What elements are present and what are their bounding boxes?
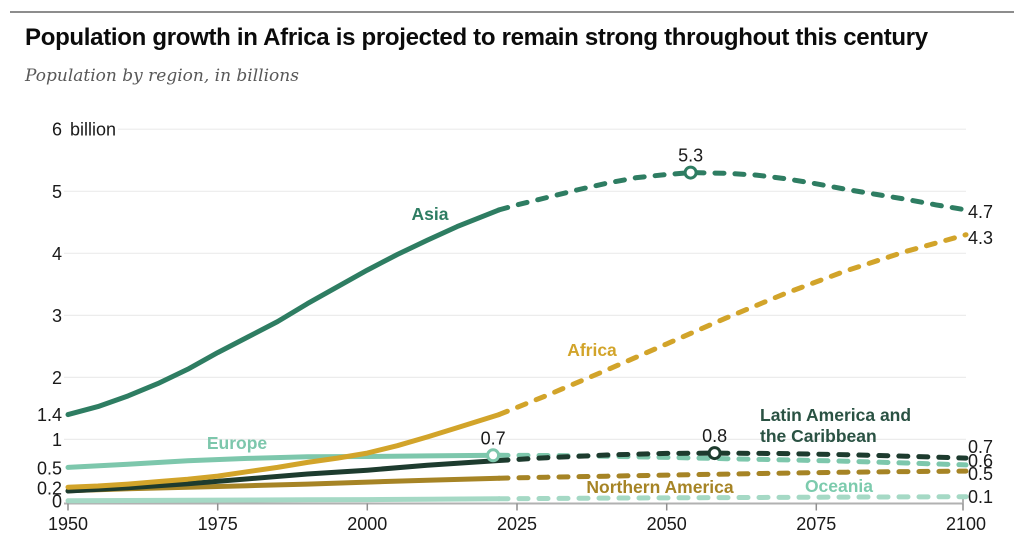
series-line-oceania-observed — [65, 496, 502, 504]
marker-label-latin-america-and-the-caribbean-2058: 0.8 — [702, 426, 727, 446]
end-value-label-northern-america: 0.5 — [968, 464, 993, 484]
series-label-latin-america-and-the-caribbean-line2: the Caribbean — [760, 426, 877, 446]
y-axis-label-6: 6 — [52, 120, 62, 140]
series-label-latin-america-and-the-caribbean-line1: Latin America and — [760, 405, 911, 425]
y-axis-label-4: 4 — [52, 244, 62, 264]
y-axis-label-1: 1 — [52, 430, 62, 450]
y-axis-label-3: 3 — [52, 306, 62, 326]
y-axis-label-1.4: 1.4 — [37, 405, 62, 425]
y-axis-label-0: 0 — [52, 491, 62, 511]
marker-latin-america-and-the-caribbean-2058 — [707, 446, 722, 461]
series-line-asia-projected — [496, 170, 969, 213]
series-line-northern-america-projected — [496, 468, 969, 481]
series-label-oceania: Oceania — [805, 476, 873, 496]
series-line-africa-projected — [496, 232, 969, 418]
x-axis-label-1950: 1950 — [48, 514, 88, 534]
series-label-africa: Africa — [567, 340, 617, 360]
top-rule — [10, 11, 1014, 13]
y-axis-unit-label: billion — [70, 120, 116, 140]
series-label-europe: Europe — [207, 433, 268, 453]
series-line-africa-observed — [65, 412, 502, 490]
y-axis-label-2: 2 — [52, 368, 62, 388]
x-axis-label-1975: 1975 — [198, 514, 238, 534]
marker-label-europe-2021: 0.7 — [481, 428, 506, 448]
series-line-asia-observed — [65, 207, 502, 418]
end-value-label-latin-america-and-the-caribbean: 0.7 — [968, 437, 993, 457]
marker-label-asia-2054: 5.3 — [678, 146, 703, 166]
end-value-label-asia: 4.7 — [968, 202, 993, 222]
end-value-label-africa: 4.3 — [968, 228, 993, 248]
x-axis-label-2100: 2100 — [946, 514, 986, 534]
chart-title: Population growth in Africa is projected… — [25, 24, 928, 51]
end-value-label-europe: 0.6 — [968, 451, 993, 471]
series-line-latin-america-and-the-caribbean-observed — [65, 458, 502, 494]
x-axis-label-2000: 2000 — [347, 514, 387, 534]
series-label-asia: Asia — [412, 204, 449, 224]
x-axis-label-2050: 2050 — [647, 514, 687, 534]
marker-asia-2054 — [683, 165, 698, 180]
y-axis-label-0.2: 0.2 — [37, 478, 62, 498]
x-axis-label-2025: 2025 — [497, 514, 537, 534]
marker-europe-2021 — [486, 448, 501, 463]
chart-subtitle: Population by region, in billions — [25, 66, 299, 86]
y-axis-label-5: 5 — [52, 182, 62, 202]
end-value-label-oceania: 0.1 — [968, 487, 993, 507]
series-label-northern-america: Northern America — [586, 477, 733, 497]
series-line-europe-observed — [65, 452, 502, 470]
x-axis-label-2075: 2075 — [796, 514, 836, 534]
series-line-oceania-projected — [496, 494, 969, 502]
y-axis-label-0.5: 0.5 — [37, 459, 62, 479]
series-line-latin-america-and-the-caribbean-projected — [496, 450, 969, 463]
